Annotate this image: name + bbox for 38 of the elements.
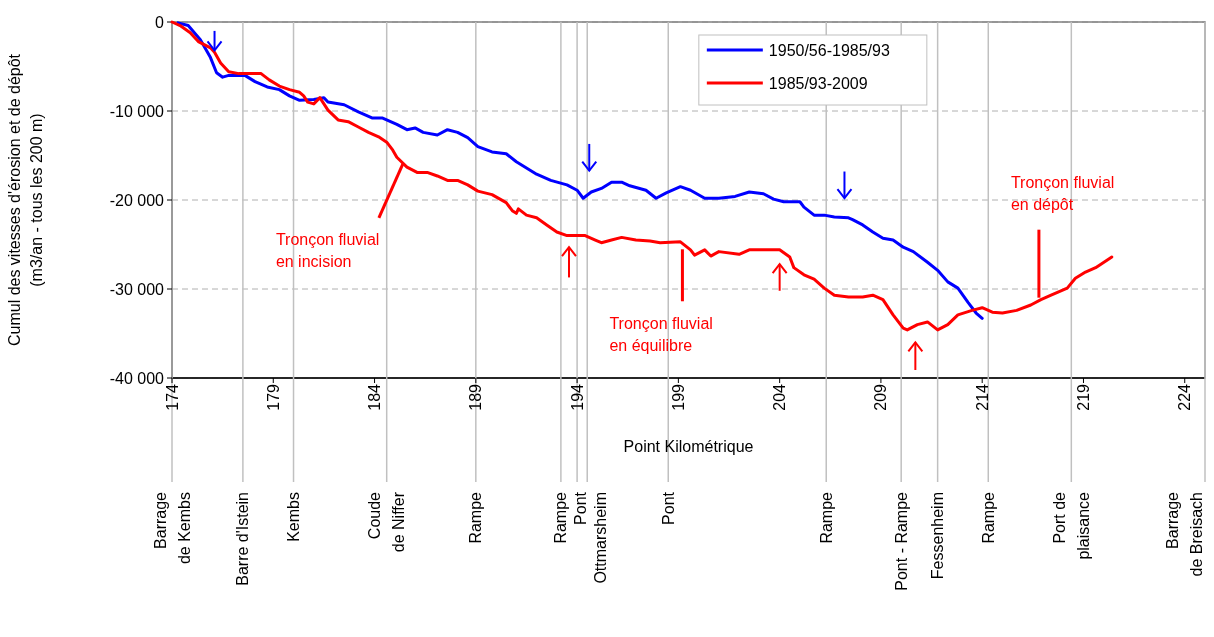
- y-tick-label: 0: [155, 13, 165, 31]
- x-tick-label: 189: [467, 383, 485, 411]
- x-tick-label: 194: [568, 383, 586, 411]
- ref-line-label: Coude de Niffer: [366, 491, 408, 553]
- x-tick-label: 184: [366, 383, 384, 411]
- ref-line-label: Port de plaisance: [1050, 491, 1092, 560]
- y-tick-label: -20 000: [109, 191, 165, 209]
- annotation: Tronçon fluvial en dépôt: [1010, 173, 1115, 213]
- y-axis-title: Cumul des vitesses d'érosion et de dépôt (m3/an - tous les 200 m): [6, 53, 45, 347]
- annotation: Tronçon fluvial en équilibre: [609, 315, 713, 355]
- x-tick-label: 179: [264, 383, 282, 411]
- x-tick-label: 219: [1074, 383, 1092, 411]
- x-tick-label: 224: [1176, 383, 1194, 411]
- ref-line-label: Pont: [572, 491, 590, 525]
- x-tick-label: 204: [771, 383, 789, 411]
- ref-line-label: Pont - Rampe: [892, 491, 910, 591]
- ref-line-label: Rampe: [817, 491, 835, 544]
- ref-line-label: Barrage de Kembs: [151, 491, 193, 565]
- ref-line-label: Rampe: [467, 491, 485, 544]
- x-tick-label: 209: [872, 383, 890, 411]
- ref-line-label: Rampe: [552, 491, 570, 544]
- ref-line-label: Barre d'Istein: [234, 492, 252, 586]
- x-axis-title: Point Kilométrique: [623, 438, 754, 455]
- ref-line-label: Fessenheim: [929, 492, 947, 580]
- y-tick-label: -30 000: [109, 280, 165, 298]
- ref-line-label: Ottmarsheim: [592, 492, 610, 584]
- x-tick-label: 174: [163, 383, 181, 411]
- ref-line-label: Kembs: [285, 492, 303, 542]
- x-tick-label: 199: [669, 383, 687, 411]
- legend-label: 1985/93-2009: [768, 74, 868, 92]
- annotation: Tronçon fluvial en incision: [275, 230, 380, 270]
- ref-line-label: Barrage de Breisach: [1163, 491, 1205, 577]
- y-tick-label: -10 000: [109, 102, 165, 120]
- y-tick-label: -40 000: [109, 369, 165, 387]
- x-tick-label: 214: [973, 383, 991, 411]
- ref-line-label: Rampe: [979, 491, 997, 544]
- legend-label: 1950/56-1985/93: [768, 41, 890, 59]
- ref-line-label: Pont: [659, 491, 677, 525]
